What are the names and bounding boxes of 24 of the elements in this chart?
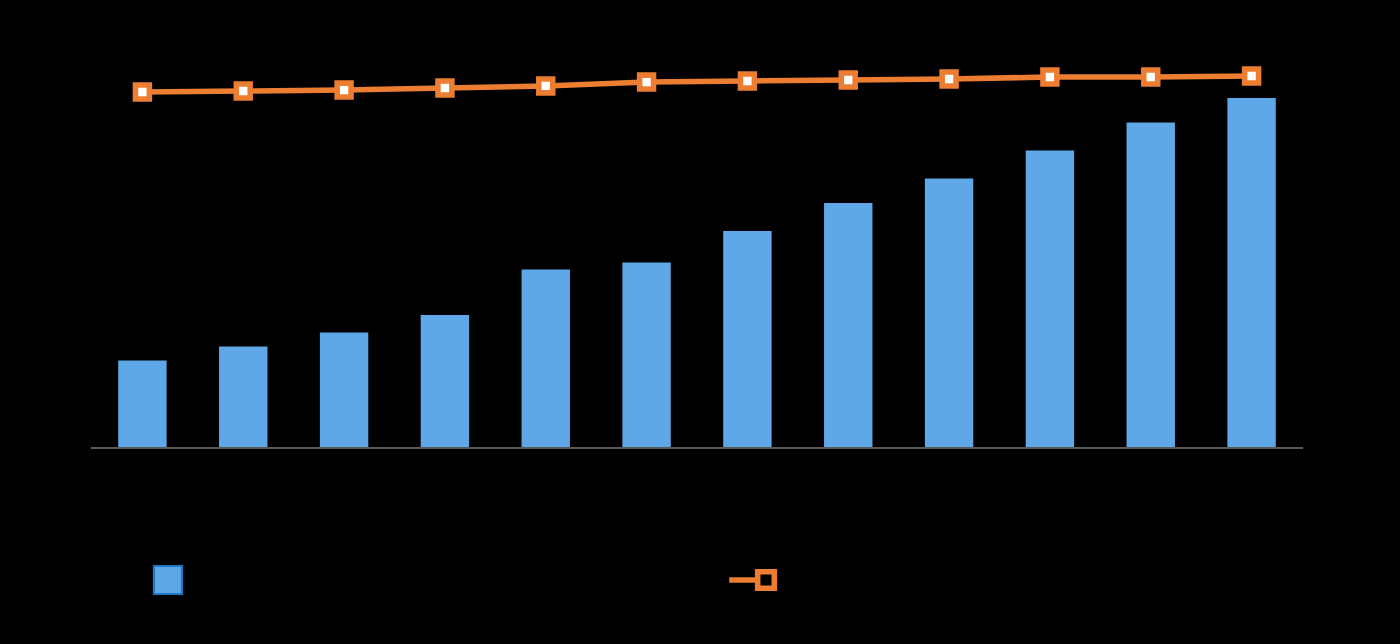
point (132, 82, 153, 102)
bar (521, 269, 570, 448)
point (636, 72, 657, 92)
point (334, 80, 354, 100)
point (435, 78, 455, 98)
bar (219, 346, 268, 448)
bar (1126, 122, 1175, 448)
bar (924, 178, 974, 448)
point (233, 81, 253, 101)
point (536, 76, 556, 96)
point (1141, 67, 1161, 87)
bar (420, 315, 470, 448)
point (1241, 66, 1262, 86)
bar (118, 360, 167, 448)
bar (319, 332, 369, 448)
bar (1025, 150, 1075, 448)
point (737, 71, 758, 91)
bar (723, 231, 772, 448)
point (939, 69, 959, 89)
point (1040, 67, 1060, 87)
point (838, 70, 858, 90)
bar (824, 203, 873, 448)
bar (1227, 98, 1276, 448)
bar (622, 262, 671, 448)
